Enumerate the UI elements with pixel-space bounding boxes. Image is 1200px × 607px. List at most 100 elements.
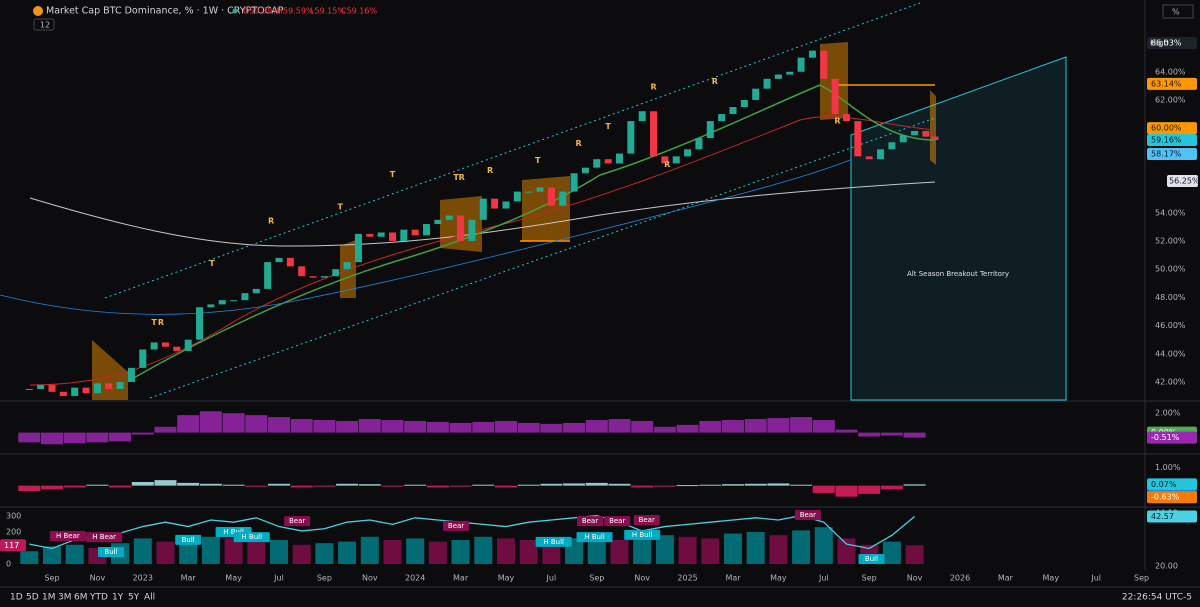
- histogram-bar: [903, 432, 926, 438]
- candle: [695, 138, 703, 150]
- x-tick-label: May: [1043, 574, 1060, 583]
- histogram-bar: [744, 483, 767, 486]
- range-button[interactable]: 3M: [58, 593, 72, 603]
- histogram-bar: [267, 417, 290, 433]
- candle: [718, 114, 726, 122]
- candle: [672, 156, 680, 164]
- moving-average: [29, 181, 936, 247]
- range-button[interactable]: 1D: [10, 593, 23, 603]
- volume-bar: [496, 538, 515, 564]
- y-tick-label: 1.00%: [1155, 463, 1181, 472]
- indicator-count[interactable]: 12: [40, 21, 50, 30]
- signal-marker: R: [459, 173, 465, 182]
- zone-label: Alt Season Breakout Territory: [907, 270, 1009, 278]
- candle: [173, 346, 181, 351]
- range-button[interactable]: All: [144, 593, 155, 603]
- range-button[interactable]: 5Y: [128, 593, 140, 603]
- candle: [525, 191, 533, 193]
- signal-tag: [576, 532, 613, 543]
- histogram-bar: [18, 432, 41, 443]
- price-badge-label: 117: [4, 541, 19, 550]
- histogram-bar: [585, 482, 608, 486]
- histogram-bar: [177, 415, 200, 433]
- histogram-bar: [903, 484, 926, 486]
- candle: [627, 121, 635, 154]
- candle: [808, 50, 816, 58]
- signal-tag-label: Bear: [289, 517, 305, 525]
- histogram-bar: [109, 485, 132, 488]
- scale-mode-button[interactable]: [1162, 4, 1194, 19]
- candle: [899, 135, 907, 143]
- candle: [865, 156, 873, 160]
- price-badge-label: 58.17%: [1151, 149, 1182, 158]
- signal-tag: [633, 514, 660, 525]
- signal-tag-label: H Bull: [223, 528, 244, 536]
- signal-marker: R: [834, 116, 840, 125]
- histogram-bar: [744, 419, 767, 433]
- histogram-bar: [40, 485, 63, 490]
- histogram-bar: [880, 432, 903, 436]
- panel-separators: [0, 0, 1200, 588]
- candle: [423, 224, 431, 236]
- candle: [842, 114, 850, 122]
- x-tick-label: Jul: [546, 574, 557, 583]
- moving-average: [29, 116, 936, 386]
- histogram-bar: [790, 417, 813, 433]
- histogram-bar: [790, 484, 813, 486]
- scale-mode[interactable]: %: [1172, 8, 1180, 17]
- range-button[interactable]: 1M: [42, 593, 56, 603]
- histogram-bar: [177, 482, 200, 486]
- histogram-bar: [336, 420, 359, 433]
- candle: [332, 269, 340, 277]
- price-badge-label: -0.63%: [1151, 493, 1180, 502]
- histogram-bar: [540, 423, 563, 433]
- histogram-bar: [858, 485, 881, 494]
- candle: [93, 383, 101, 394]
- volume-bar: [338, 541, 357, 564]
- volume-bar: [587, 536, 606, 564]
- channel-lower: [149, 117, 936, 399]
- candle: [559, 191, 567, 206]
- histogram-bar: [358, 484, 381, 486]
- histogram-bar: [608, 419, 631, 433]
- candle: [184, 339, 192, 351]
- moving-average: [0, 159, 851, 315]
- volume-bar: [428, 541, 447, 564]
- range-button[interactable]: 6M: [74, 593, 88, 603]
- signal-tag: [604, 516, 631, 527]
- range-button[interactable]: 5D: [26, 593, 39, 603]
- signal-tag-label: Bear: [800, 511, 816, 519]
- range-button[interactable]: 1Y: [112, 593, 124, 603]
- histogram-bar: [131, 432, 154, 435]
- range-button[interactable]: YTD: [89, 593, 108, 603]
- signal-marker: R: [487, 166, 493, 175]
- x-tick-label: Sep: [1134, 574, 1149, 583]
- signal-marker: T: [453, 173, 459, 182]
- candle: [48, 384, 56, 392]
- x-tick-label: Sep: [317, 574, 332, 583]
- candle: [877, 149, 885, 160]
- price-badge-label: 63.14%: [1151, 79, 1182, 88]
- volume-bar: [882, 541, 901, 564]
- candle: [752, 88, 760, 100]
- candle: [536, 187, 544, 192]
- candle: [502, 201, 510, 209]
- x-tick-label: Sep: [862, 574, 877, 583]
- histogram-bar: [63, 432, 86, 444]
- symbol-title: Market Cap BTC Dominance, % · 1W · CRYPT…: [46, 6, 284, 17]
- indicator-toggle[interactable]: [33, 18, 55, 31]
- histogram-bar: [631, 420, 654, 433]
- volume-bar: [633, 538, 652, 564]
- y-tick-label: 0: [6, 560, 11, 569]
- volume-bar: [360, 536, 379, 564]
- candle: [377, 232, 385, 237]
- volume-bar: [519, 540, 538, 564]
- histogram-bar: [426, 485, 449, 488]
- clock: 22:26:54 UTC-5: [1122, 593, 1192, 603]
- price-badge: [1147, 122, 1197, 135]
- histogram-bar: [494, 485, 517, 488]
- histogram-bar: [222, 484, 245, 486]
- x-tick-label: Nov: [634, 574, 650, 583]
- histogram-bar: [18, 485, 41, 492]
